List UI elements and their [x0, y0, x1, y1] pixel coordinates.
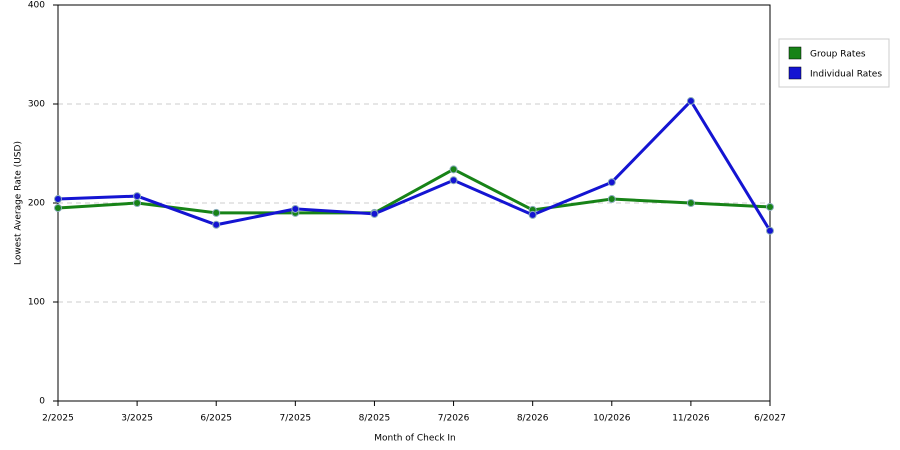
y-tick-label: 400: [28, 1, 45, 11]
x-tick-label: 8/2026: [517, 414, 549, 424]
data-point: [54, 203, 62, 212]
x-tick-label: 7/2025: [279, 414, 311, 424]
data-point: [607, 178, 616, 187]
x-tick-label: 7/2026: [438, 414, 470, 424]
x-tick-label: 10/2026: [593, 414, 631, 424]
x-tick-label: 6/2027: [754, 414, 786, 424]
data-point: [449, 165, 458, 174]
y-tick-label: 200: [28, 199, 45, 209]
data-point: [766, 226, 774, 235]
x-tick-label: 2/2025: [42, 414, 74, 424]
data-point: [133, 199, 142, 207]
data-point: [54, 195, 62, 204]
data-point: [212, 220, 221, 229]
y-tick-label: 0: [39, 397, 45, 407]
legend-label: Group Rates: [810, 50, 866, 60]
legend-swatch: [788, 66, 802, 80]
y-axis-label: Lowest Average Rate (USD): [14, 141, 24, 265]
legend-box: [778, 38, 890, 88]
x-axis-label: Month of Check In: [374, 434, 456, 444]
data-point: [686, 97, 695, 106]
x-tick-label: 6/2025: [200, 414, 232, 424]
data-point: [370, 209, 379, 218]
data-point: [686, 199, 695, 207]
x-tick-label: 8/2025: [359, 414, 391, 424]
data-point: [449, 176, 458, 185]
x-tick-label: 3/2025: [121, 414, 153, 424]
data-point: [766, 202, 774, 211]
data-point: [133, 192, 142, 201]
legend-swatch: [788, 46, 802, 60]
data-point: [528, 210, 537, 219]
legend-label: Individual Rates: [810, 70, 882, 80]
y-tick-label: 300: [28, 100, 45, 110]
data-point: [212, 208, 221, 217]
x-tick-label: 11/2026: [672, 414, 710, 424]
data-point: [607, 195, 616, 204]
data-point: [291, 204, 300, 213]
series-line: [57, 167, 771, 215]
y-tick-label: 100: [28, 298, 45, 308]
series-line: [57, 98, 772, 232]
